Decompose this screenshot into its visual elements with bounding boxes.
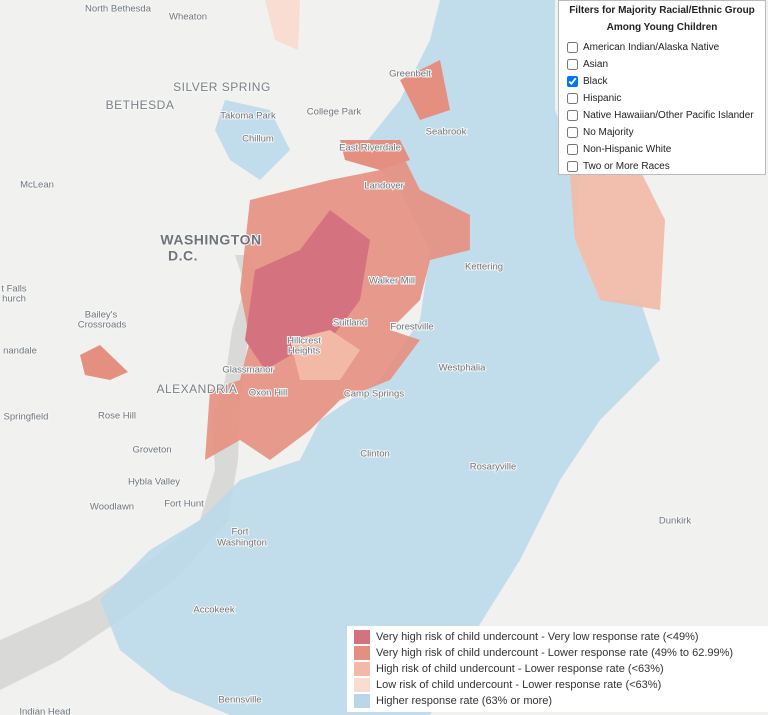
place-label: D.C. — [168, 248, 198, 264]
filter-panel: Filters for Majority Racial/Ethnic Group… — [558, 0, 766, 175]
filter-option[interactable]: Two or More Races — [559, 158, 765, 175]
place-label: Landover — [364, 181, 404, 192]
place-label: North Bethesda — [85, 4, 152, 15]
legend-item: Low risk of child undercount - Lower res… — [347, 677, 768, 693]
place-label: Heights — [288, 346, 320, 357]
undercount-area — [570, 150, 665, 310]
legend-swatch — [354, 646, 370, 660]
place-label: hurch — [2, 294, 26, 305]
place-label: Springfield — [4, 412, 49, 423]
response-area — [100, 0, 660, 715]
place-label: Seabrook — [426, 127, 467, 138]
place-label: Camp Springs — [344, 389, 404, 400]
place-label: Fort — [232, 527, 249, 538]
filter-option[interactable]: Native Hawaiian/Other Pacific Islander — [559, 107, 765, 124]
checkbox[interactable] — [567, 110, 578, 121]
place-label: Clinton — [360, 449, 390, 460]
undercount-area — [265, 0, 300, 50]
undercount-area — [80, 345, 128, 380]
checkbox[interactable] — [567, 93, 578, 104]
checkbox[interactable] — [567, 76, 578, 87]
place-label: Crossroads — [78, 320, 127, 331]
place-label: Washington — [217, 538, 267, 549]
legend-item: High risk of child undercount - Lower re… — [347, 661, 768, 677]
place-label: Chillum — [242, 134, 274, 145]
legend-label: Higher response rate (63% or more) — [376, 695, 553, 707]
filter-option[interactable]: Non-Hispanic White — [559, 141, 765, 158]
legend: Very high risk of child undercount - Ver… — [347, 626, 768, 712]
filter-subtitle: Among Young Children — [606, 22, 718, 33]
filter-option[interactable]: No Majority — [559, 124, 765, 141]
legend-item: Higher response rate (63% or more) — [347, 693, 768, 709]
place-label: Oxon Hill — [249, 388, 288, 399]
place-label: Greenbelt — [389, 69, 431, 80]
filter-option[interactable]: Asian — [559, 56, 765, 73]
filter-label: No Majority — [583, 127, 634, 138]
undercount-area — [245, 210, 370, 370]
place-label: Forestville — [390, 322, 433, 333]
place-label: ALEXANDRIA — [156, 382, 237, 396]
legend-label: Low risk of child undercount - Lower res… — [376, 679, 662, 691]
place-label: Dunkirk — [659, 516, 691, 527]
place-label: Bailey's — [85, 310, 118, 321]
place-label: Woodlawn — [90, 502, 134, 513]
place-label: Fort Hunt — [164, 499, 204, 510]
place-label: t Falls — [1, 284, 27, 295]
place-label: Rosaryville — [470, 462, 516, 473]
undercount-area — [290, 330, 360, 380]
place-label: Hybla Valley — [128, 477, 180, 488]
place-label: Groveton — [132, 445, 171, 456]
place-label: Wheaton — [169, 12, 207, 23]
legend-swatch — [354, 694, 370, 708]
legend-item: Very high risk of child undercount - Low… — [347, 645, 768, 661]
undercount-area — [340, 140, 410, 170]
legend-swatch — [354, 630, 370, 644]
place-label: Hillcrest — [287, 336, 321, 347]
checkbox[interactable] — [567, 127, 578, 138]
checkbox[interactable] — [567, 161, 578, 172]
filter-label: Two or More Races — [583, 161, 670, 172]
filter-label: Asian — [583, 59, 609, 70]
place-label: Takoma Park — [220, 111, 276, 122]
place-label: Indian Head — [19, 707, 70, 715]
checkbox[interactable] — [567, 42, 578, 53]
undercount-area — [400, 60, 450, 120]
filter-label: Native Hawaiian/Other Pacific Islander — [583, 110, 754, 121]
legend-swatch — [354, 662, 370, 676]
legend-label: Very high risk of child undercount - Low… — [376, 647, 734, 659]
place-label: Walker Mill — [369, 276, 415, 287]
place-label: Suitland — [333, 318, 367, 329]
filter-title: Filters for Majority Racial/Ethnic Group — [569, 5, 755, 16]
place-label: East Riverdale — [339, 143, 401, 154]
filter-label: Non-Hispanic White — [583, 144, 672, 155]
place-label: Rose Hill — [98, 411, 136, 422]
response-area — [215, 100, 290, 180]
place-label: Westphalia — [439, 363, 487, 374]
place-label: Accokeek — [193, 605, 234, 616]
legend-item: Very high risk of child undercount - Ver… — [347, 629, 768, 645]
filter-option[interactable]: Hispanic — [559, 90, 765, 107]
place-label: WASHINGTON — [160, 232, 261, 248]
place-label: Kettering — [465, 262, 503, 273]
filter-label: Black — [583, 76, 608, 87]
filter-label: Hispanic — [583, 93, 622, 104]
place-label: nandale — [3, 346, 37, 357]
legend-label: Very high risk of child undercount - Ver… — [376, 631, 699, 643]
filter-option[interactable]: Black — [559, 73, 765, 90]
filter-label: American Indian/Alaska Native — [583, 42, 720, 53]
place-label: Glassmanor — [222, 365, 273, 376]
checkbox[interactable] — [567, 144, 578, 155]
place-label: McLean — [20, 180, 54, 191]
place-label: College Park — [307, 107, 362, 118]
legend-label: High risk of child undercount - Lower re… — [376, 663, 664, 675]
place-label: SILVER SPRING — [173, 80, 271, 94]
legend-swatch — [354, 678, 370, 692]
place-label: BETHESDA — [106, 98, 175, 112]
place-label: Bennsville — [218, 695, 261, 706]
filter-option[interactable]: American Indian/Alaska Native — [559, 39, 765, 56]
checkbox[interactable] — [567, 59, 578, 70]
